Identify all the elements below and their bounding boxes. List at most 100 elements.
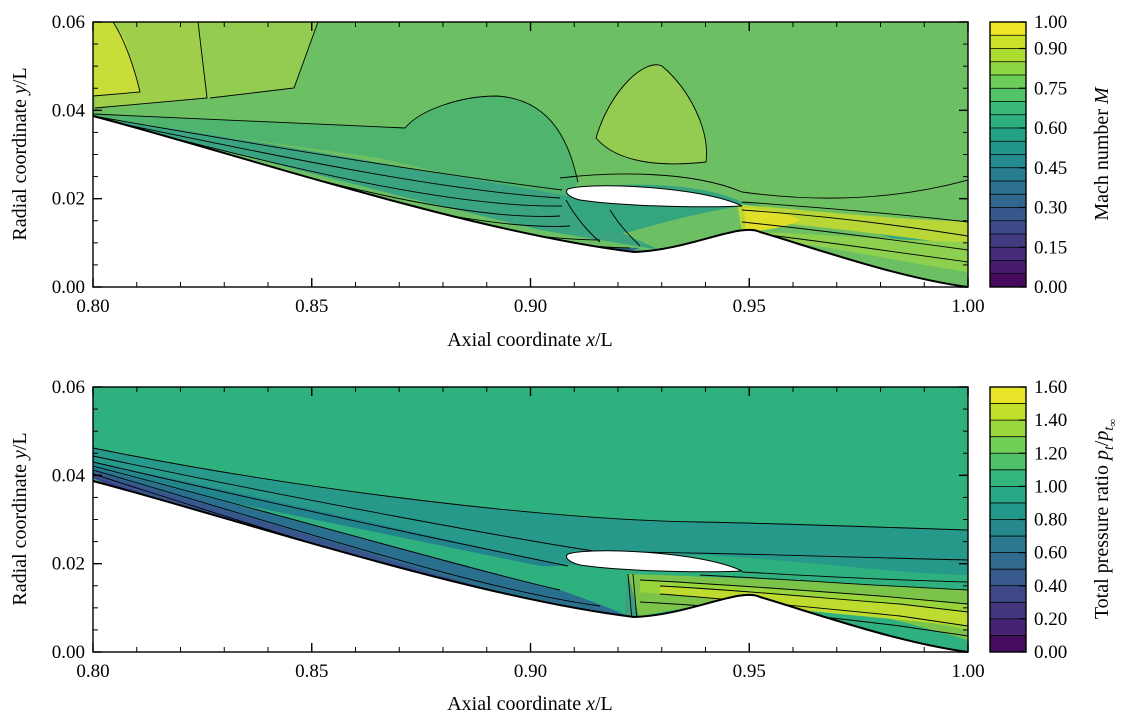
pressure-isoline	[632, 573, 638, 621]
y-tick-label: 0.02	[52, 189, 85, 210]
colorbar-swatch	[990, 61, 1026, 76]
mach-isoline	[93, 95, 579, 183]
colorbar-swatch	[990, 585, 1026, 603]
mach-isoline	[209, 22, 319, 99]
pressure-x-axis-label: Axial coordinate x/L	[447, 693, 613, 715]
mach-y-axis-label: Radial coordinate y/L	[9, 67, 31, 240]
mach-isoline	[93, 22, 141, 97]
mach-isoline	[741, 221, 968, 251]
mach-x-ticks: 0.80 0.85 0.90 0.95 1.00	[76, 22, 985, 317]
pressure-band-1	[93, 448, 968, 575]
pressure-ramp-wall	[92, 480, 969, 653]
colorbar-swatch	[990, 181, 1026, 195]
mach-colorbar-frame	[989, 21, 1027, 288]
colorbar-tick-label: 1.00	[1034, 476, 1067, 497]
colorbar-tick-label: 0.00	[1034, 642, 1067, 663]
mach-x-axis: 0.80 0.85 0.90 0.95 1.00 Axial coordinate x/…	[76, 22, 985, 351]
mach-ramp-body	[93, 116, 968, 300]
y-tick-label: 0.06	[52, 377, 85, 398]
colorbar-swatch	[990, 618, 1026, 636]
x-tick-label: 0.90	[514, 661, 547, 682]
mach-y-axis: 0.00 0.02 0.04 0.06 Radial coordinate y/L	[9, 12, 968, 298]
colorbar-tick-label: 0.20	[1034, 609, 1067, 630]
colorbar-swatch	[990, 35, 1026, 49]
pressure-y-axis-label: Radial coordinate y/L	[9, 432, 31, 605]
colorbar-tick-label: 0.30	[1034, 198, 1067, 219]
colorbar-tick-label: 1.40	[1034, 410, 1067, 431]
pressure-colorbar-swatches	[990, 387, 1026, 653]
colorbar-tick-label: 0.00	[1034, 277, 1067, 298]
mach-isoline	[609, 209, 641, 247]
colorbar-swatch	[990, 114, 1026, 129]
colorbar-swatch	[990, 569, 1026, 587]
mach-colorbar-label: Mach number M	[1091, 86, 1113, 221]
x-tick-label: 1.00	[951, 296, 984, 317]
mach-isoline	[94, 22, 208, 109]
colorbar-swatch	[990, 502, 1026, 520]
mach-cowl-lip	[566, 185, 743, 208]
x-tick-label: 0.90	[514, 296, 547, 317]
mach-isoline	[741, 201, 968, 223]
x-tick-label: 0.85	[295, 296, 328, 317]
colorbar-tick-label: 1.20	[1034, 443, 1067, 464]
pressure-isoline	[93, 461, 569, 567]
colorbar-swatch	[990, 453, 1026, 471]
colorbar-swatch	[990, 101, 1026, 116]
colorbar-swatch	[990, 234, 1026, 248]
mach-isoline	[595, 64, 707, 165]
colorbar-swatch	[990, 154, 1026, 169]
colorbar-swatch	[990, 403, 1026, 421]
mach-peak-region	[93, 22, 140, 96]
y-tick-label: 0.02	[52, 554, 85, 575]
pressure-isoline	[627, 573, 633, 621]
colorbar-swatch	[990, 167, 1026, 182]
colorbar-tick-label: 1.00	[1034, 12, 1067, 33]
y-tick-label: 0.04	[52, 465, 86, 486]
colorbar-swatch	[990, 220, 1026, 235]
mach-isoline	[741, 209, 968, 237]
colorbar-swatch	[990, 436, 1026, 454]
colorbar-swatch	[990, 469, 1026, 487]
colorbar-swatch	[990, 22, 1026, 36]
colorbar-swatch	[990, 552, 1026, 570]
pressure-isoline	[639, 579, 968, 605]
pressure-band-2	[93, 462, 570, 566]
colorbar-tick-label: 0.80	[1034, 510, 1067, 531]
pressure-ramp-body	[93, 481, 968, 665]
pressure-cowl-lip	[566, 550, 743, 573]
colorbar-swatch	[990, 247, 1026, 261]
colorbar-swatch	[990, 207, 1026, 222]
y-tick-label: 0.00	[52, 277, 85, 298]
mach-shock-bubble	[596, 64, 707, 164]
pressure-isoline	[93, 469, 601, 607]
mach-y-ticks: 0.00 0.02 0.04 0.06	[52, 12, 968, 298]
pressure-x-axis: 0.80 0.85 0.90 0.95 1.00 Axial coordinate x/…	[76, 387, 985, 715]
x-tick-label: 0.85	[295, 661, 328, 682]
colorbar-tick-label: 0.75	[1034, 78, 1067, 99]
colorbar-swatch	[990, 635, 1026, 653]
mach-pocket-2	[198, 22, 318, 98]
mach-ramp-wall	[92, 115, 969, 288]
pressure-colorbar-ticks: 1.60 1.40 1.20 1.00 0.80 0.60 0.40 0.20 0.00	[1019, 377, 1067, 663]
mach-colorbar: 1.00 0.90 0.75 0.60 0.45 0.30 0.15 0.00 Mach nu…	[989, 12, 1113, 298]
pressure-x-ticks: 0.80 0.85 0.90 0.95 1.00	[76, 387, 985, 682]
colorbar-swatch	[990, 486, 1026, 504]
pressure-isoline	[699, 574, 968, 591]
pressure-colorbar: 1.60 1.40 1.20 1.00 0.80 0.60 0.40 0.20 0.00 Tot…	[989, 377, 1119, 663]
mach-compression-region	[93, 96, 578, 196]
colorbar-tick-label: 0.40	[1034, 576, 1067, 597]
pressure-y-ticks: 0.00 0.02 0.04 0.06	[52, 377, 968, 663]
x-tick-label: 0.80	[76, 296, 109, 317]
pressure-isoline	[93, 447, 968, 531]
colorbar-swatch	[990, 602, 1026, 620]
colorbar-swatch	[990, 387, 1026, 405]
pressure-y-axis: 0.00 0.02 0.04 0.06 Radial coordinate y/L	[9, 377, 968, 663]
mach-isoline	[93, 117, 561, 199]
mach-isoline	[93, 115, 563, 191]
colorbar-swatch	[990, 194, 1026, 208]
mach-x-axis-label: Axial coordinate x/L	[447, 329, 613, 351]
x-tick-label: 0.80	[76, 661, 109, 682]
pressure-colorbar-label: Total pressure ratio pt/pt∞	[1091, 419, 1119, 619]
